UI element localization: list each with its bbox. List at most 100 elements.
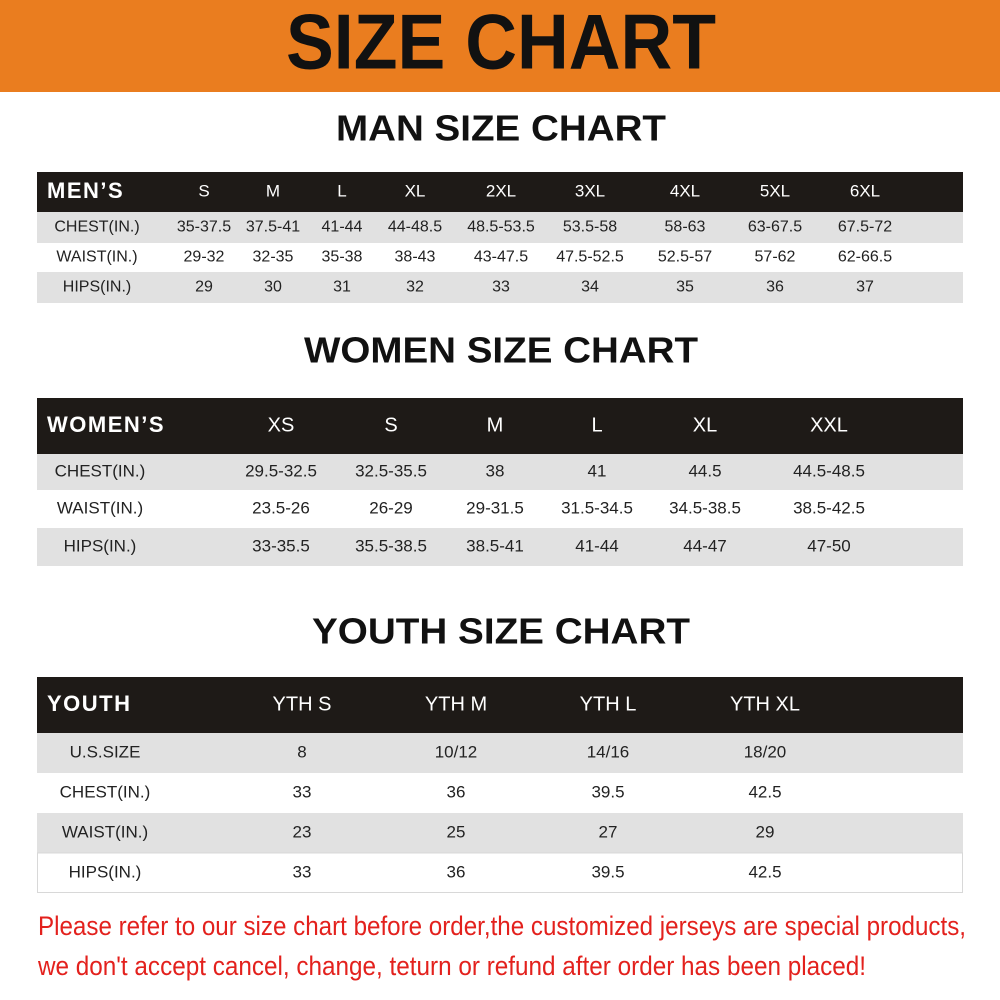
table-cell: 63-67.5 xyxy=(748,219,802,236)
table-cell: 37.5-41 xyxy=(246,219,300,236)
table-cell: 44.5-48.5 xyxy=(793,461,865,480)
header-banner xyxy=(0,0,1000,92)
table-cell: 62-66.5 xyxy=(838,249,892,266)
table-cell: 30 xyxy=(264,279,282,296)
row-background xyxy=(37,813,963,853)
row-label: U.S.SIZE xyxy=(70,742,141,761)
table-header-cell: XL xyxy=(693,414,717,436)
table-cell: 36 xyxy=(766,279,784,296)
table-cell: 35-37.5 xyxy=(177,219,231,236)
table-header-cell: M xyxy=(266,181,280,200)
table-header-cell: XS xyxy=(268,414,295,436)
table-cell: 52.5-57 xyxy=(658,249,712,266)
table-header-cell: XL xyxy=(405,181,426,200)
table-cell: 34.5-38.5 xyxy=(669,498,741,517)
section-title: WOMEN SIZE CHART xyxy=(304,330,698,371)
row-background xyxy=(37,733,963,773)
table-header-cell: XXL xyxy=(810,414,848,436)
table-header-cell: 3XL xyxy=(575,181,605,200)
table-cell: 38-43 xyxy=(395,249,436,266)
table-cell: 23 xyxy=(293,822,312,841)
table-header-bar xyxy=(37,172,963,212)
table-cell: 44.5 xyxy=(688,461,721,480)
row-label: HIPS(IN.) xyxy=(69,862,142,881)
table-cell: 42.5 xyxy=(748,862,781,881)
table-cell: 47-50 xyxy=(807,536,850,555)
table-cell: 36 xyxy=(447,862,466,881)
table-header-cell: S xyxy=(198,181,209,200)
table-cell: 53.5-58 xyxy=(563,219,617,236)
table-cell: 34 xyxy=(581,279,599,296)
table-cell: 57-62 xyxy=(755,249,796,266)
table-header-cell: 6XL xyxy=(850,181,880,200)
table-header-cell: 4XL xyxy=(670,181,700,200)
table-cell: 35-38 xyxy=(322,249,363,266)
table-cell: 35 xyxy=(676,279,694,296)
note-line: we don't accept cancel, change, teturn o… xyxy=(37,951,866,981)
table-cell: 38.5-42.5 xyxy=(793,498,865,517)
table-cell: 36 xyxy=(447,782,466,801)
table-cell: 67.5-72 xyxy=(838,219,892,236)
table-cell: 42.5 xyxy=(748,782,781,801)
table-cell: 43-47.5 xyxy=(474,249,528,266)
row-background xyxy=(37,852,963,893)
table-cell: 25 xyxy=(447,822,466,841)
table-cell: 27 xyxy=(599,822,618,841)
table-cell: 29 xyxy=(756,822,775,841)
table-header-cell: YTH XL xyxy=(730,693,800,715)
table-cell: 32.5-35.5 xyxy=(355,461,427,480)
table-header-cell: 2XL xyxy=(486,181,516,200)
table-header-cell: S xyxy=(384,414,397,436)
table-cell: 31 xyxy=(333,279,351,296)
table-cell: 18/20 xyxy=(744,742,787,761)
row-background xyxy=(37,528,963,566)
table-cell: 29-32 xyxy=(184,249,225,266)
table-header-cell: L xyxy=(591,414,602,436)
table-header-label: MEN’S xyxy=(47,178,124,203)
table-header-cell: YTH L xyxy=(580,693,637,715)
row-label: CHEST(IN.) xyxy=(60,782,151,801)
table-cell: 29.5-32.5 xyxy=(245,461,317,480)
table-cell: 58-63 xyxy=(665,219,706,236)
table-cell: 32 xyxy=(406,279,424,296)
section-title: MAN SIZE CHART xyxy=(336,108,666,149)
table-cell: 38.5-41 xyxy=(466,536,524,555)
table-cell: 8 xyxy=(297,742,306,761)
table-cell: 38 xyxy=(486,461,505,480)
row-background xyxy=(37,454,963,490)
table-cell: 32-35 xyxy=(253,249,294,266)
row-label: WAIST(IN.) xyxy=(62,822,148,841)
page-title: SIZE CHART xyxy=(286,0,716,86)
table-cell: 29-31.5 xyxy=(466,498,524,517)
table-cell: 31.5-34.5 xyxy=(561,498,633,517)
table-cell: 33 xyxy=(293,862,312,881)
table-cell: 44-48.5 xyxy=(388,219,442,236)
table-cell: 10/12 xyxy=(435,742,478,761)
table-cell: 48.5-53.5 xyxy=(467,219,535,236)
table-header-cell: YTH M xyxy=(425,693,487,715)
table-cell: 37 xyxy=(856,279,874,296)
table-header-label: YOUTH xyxy=(47,691,132,716)
row-background xyxy=(37,272,963,303)
table-header-cell: YTH S xyxy=(273,693,332,715)
note-line: Please refer to our size chart before or… xyxy=(38,911,966,941)
table-cell: 14/16 xyxy=(587,742,630,761)
table-header-bar xyxy=(37,398,963,454)
row-label: WAIST(IN.) xyxy=(57,498,143,517)
table-cell: 44-47 xyxy=(683,536,726,555)
table-cell: 47.5-52.5 xyxy=(556,249,624,266)
row-label: WAIST(IN.) xyxy=(56,249,137,266)
table-cell: 26-29 xyxy=(369,498,412,517)
table-cell: 23.5-26 xyxy=(252,498,310,517)
table-cell: 33 xyxy=(492,279,510,296)
table-header-label: WOMEN’S xyxy=(47,412,165,437)
table-cell: 39.5 xyxy=(591,862,624,881)
row-label: CHEST(IN.) xyxy=(55,461,146,480)
table-cell: 33-35.5 xyxy=(252,536,310,555)
row-label: HIPS(IN.) xyxy=(64,536,137,555)
table-header-cell: 5XL xyxy=(760,181,790,200)
row-background xyxy=(37,212,963,243)
row-label: CHEST(IN.) xyxy=(54,219,139,236)
table-cell: 35.5-38.5 xyxy=(355,536,427,555)
